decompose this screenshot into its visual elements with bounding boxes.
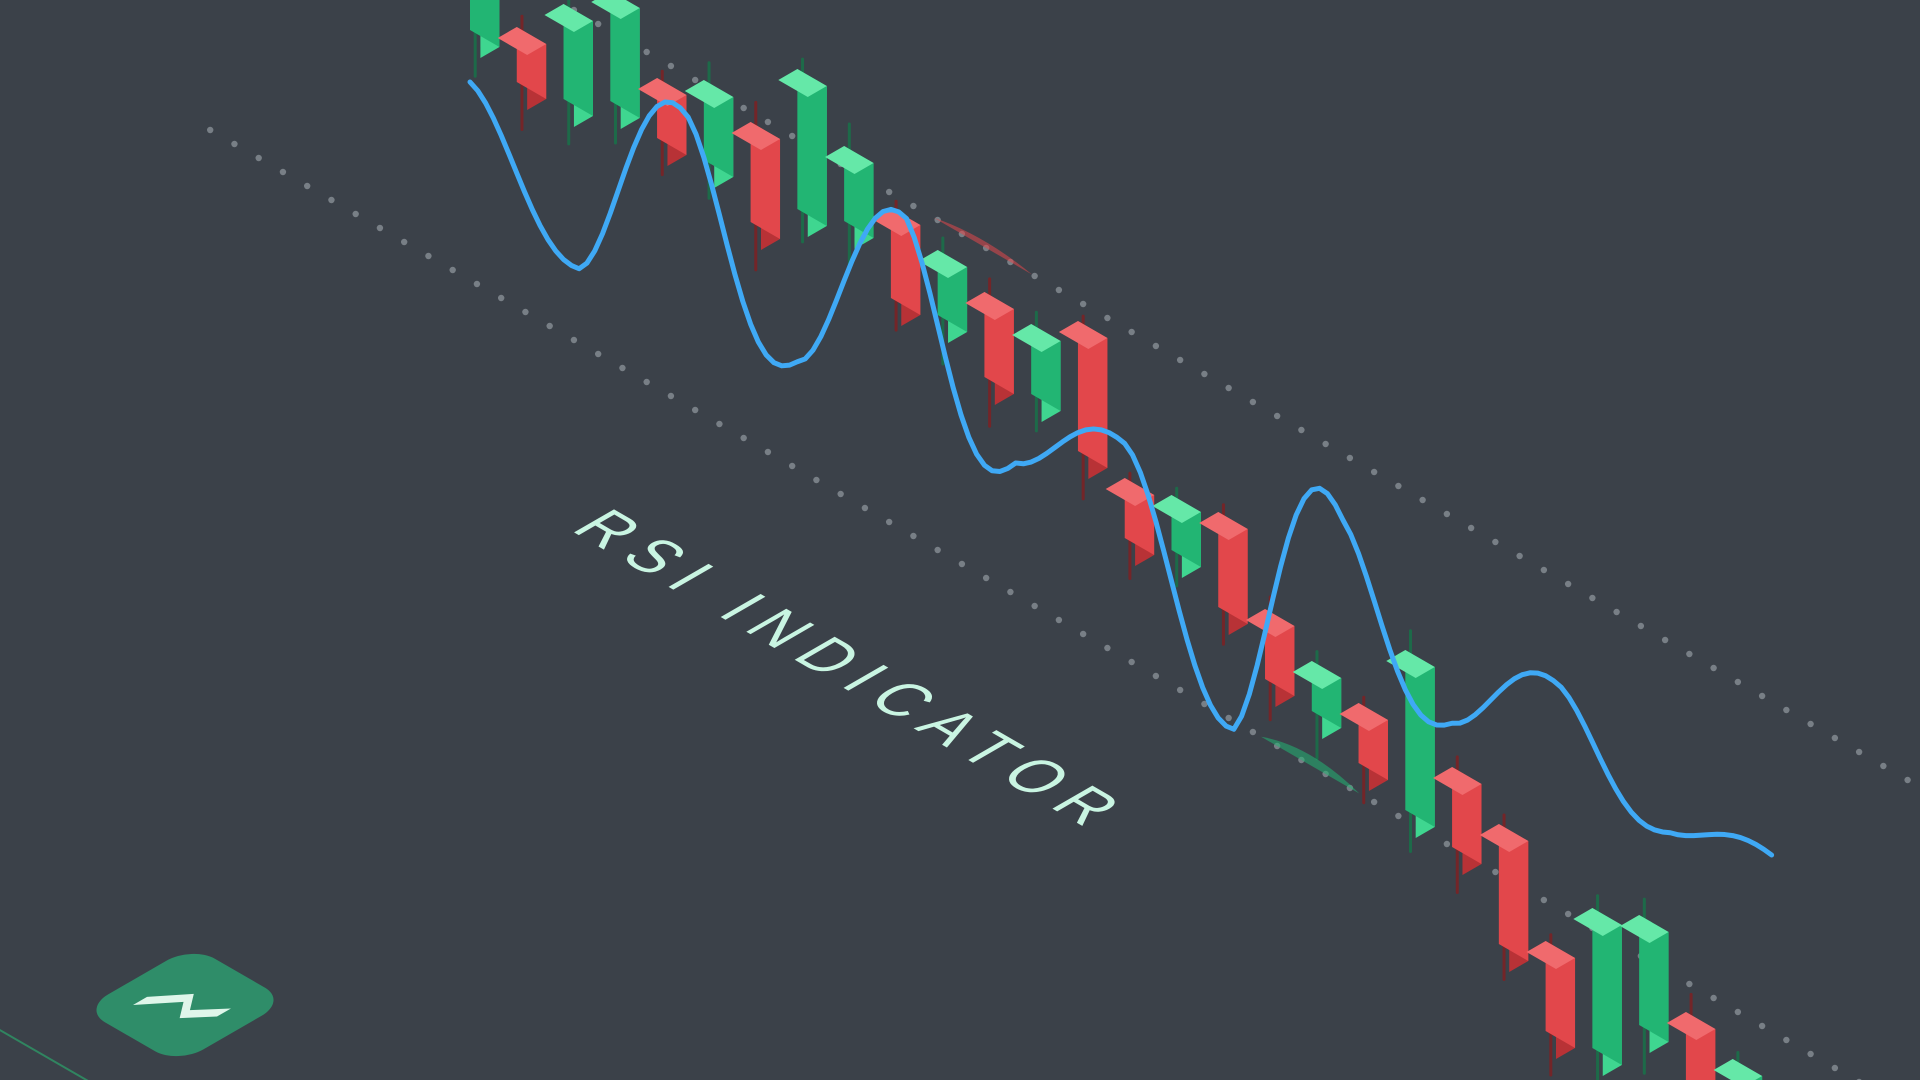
rsi-infographic: RSI INDICATOR (0, 0, 1920, 1080)
brand-logo (82, 946, 287, 1065)
floor-tiles (0, 880, 1920, 1080)
scene-svg: RSI INDICATOR (0, 0, 1920, 1080)
rsi-line (470, 82, 1772, 855)
title-text: RSI INDICATOR (557, 500, 1149, 842)
title: RSI INDICATOR (557, 500, 1149, 842)
